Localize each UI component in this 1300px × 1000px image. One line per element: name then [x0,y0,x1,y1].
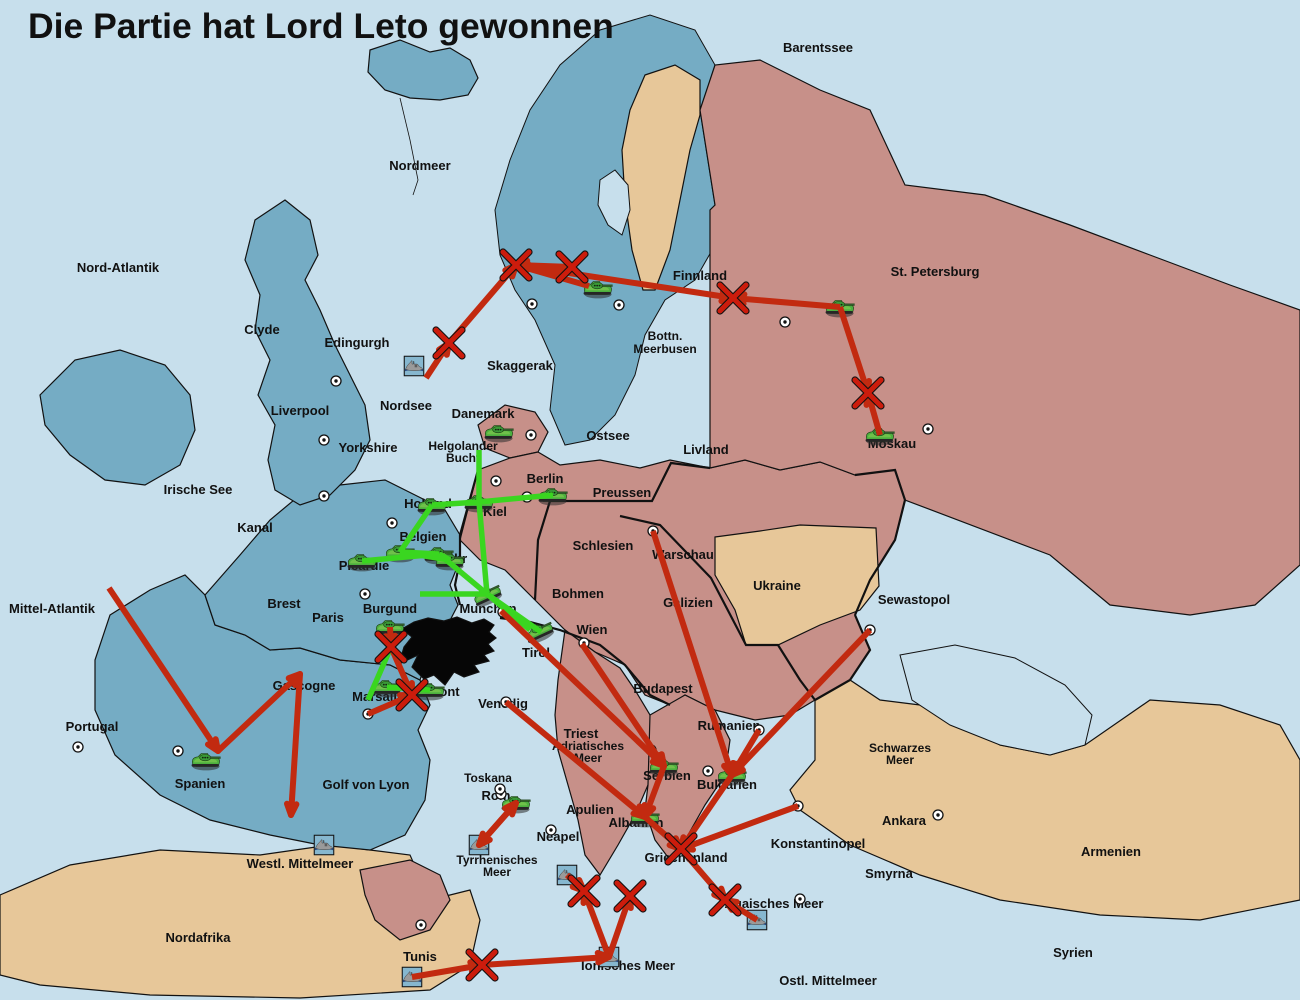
svg-text:Schlesien: Schlesien [573,538,634,553]
svg-text:Armenien: Armenien [1081,844,1141,859]
svg-text:Edingurgh: Edingurgh [325,335,390,350]
svg-text:Golf von Lyon: Golf von Lyon [323,777,410,792]
svg-text:Rumanien: Rumanien [698,718,761,733]
svg-text:Danemark: Danemark [452,406,516,421]
svg-text:Liverpool: Liverpool [271,403,330,418]
svg-text:Ostl. Mittelmeer: Ostl. Mittelmeer [779,973,877,988]
svg-text:Spanien: Spanien [175,776,226,791]
svg-text:Smyrna: Smyrna [865,866,913,881]
svg-text:Mittel-Atlantik: Mittel-Atlantik [9,601,96,616]
svg-text:Tunis: Tunis [403,949,437,964]
svg-text:Syrien: Syrien [1053,945,1093,960]
svg-text:Preussen: Preussen [593,485,652,500]
svg-text:Neapel: Neapel [537,829,580,844]
svg-text:Toskana: Toskana [464,771,512,785]
svg-text:Apulien: Apulien [566,802,614,817]
svg-text:Ukraine: Ukraine [753,578,801,593]
svg-text:Nordsee: Nordsee [380,398,432,413]
svg-text:Konstantinopel: Konstantinopel [771,836,866,851]
svg-text:Meer: Meer [483,865,511,879]
svg-text:Burgund: Burgund [363,601,417,616]
svg-text:Berlin: Berlin [527,471,564,486]
svg-text:Meer: Meer [886,753,914,767]
svg-text:Bohmen: Bohmen [552,586,604,601]
svg-text:Nordafrika: Nordafrika [165,930,231,945]
svg-text:Galizien: Galizien [663,595,713,610]
svg-text:Kanal: Kanal [237,520,272,535]
svg-text:Westl. Mittelmeer: Westl. Mittelmeer [247,856,354,871]
svg-text:Paris: Paris [312,610,344,625]
svg-text:Budapest: Budapest [633,681,693,696]
svg-text:Nordmeer: Nordmeer [389,158,450,173]
svg-text:Wien: Wien [577,622,608,637]
svg-text:Meerbusen: Meerbusen [633,342,696,356]
svg-text:Skaggerak: Skaggerak [487,358,554,373]
svg-text:Livland: Livland [683,442,729,457]
svg-text:Nord-Atlantik: Nord-Atlantik [77,260,160,275]
svg-text:Irische See: Irische See [164,482,233,497]
svg-text:Portugal: Portugal [66,719,119,734]
svg-text:Yorkshire: Yorkshire [338,440,397,455]
svg-text:Ankara: Ankara [882,813,927,828]
svg-text:Finnland: Finnland [673,268,727,283]
svg-text:Ostsee: Ostsee [586,428,629,443]
svg-text:Clyde: Clyde [244,322,279,337]
svg-text:Bucht: Bucht [446,451,480,465]
svg-text:Barentssee: Barentssee [783,40,853,55]
svg-text:St. Petersburg: St. Petersburg [891,264,980,279]
svg-text:Sewastopol: Sewastopol [878,592,950,607]
svg-text:Brest: Brest [267,596,301,611]
svg-text:Bottn.: Bottn. [648,329,683,343]
